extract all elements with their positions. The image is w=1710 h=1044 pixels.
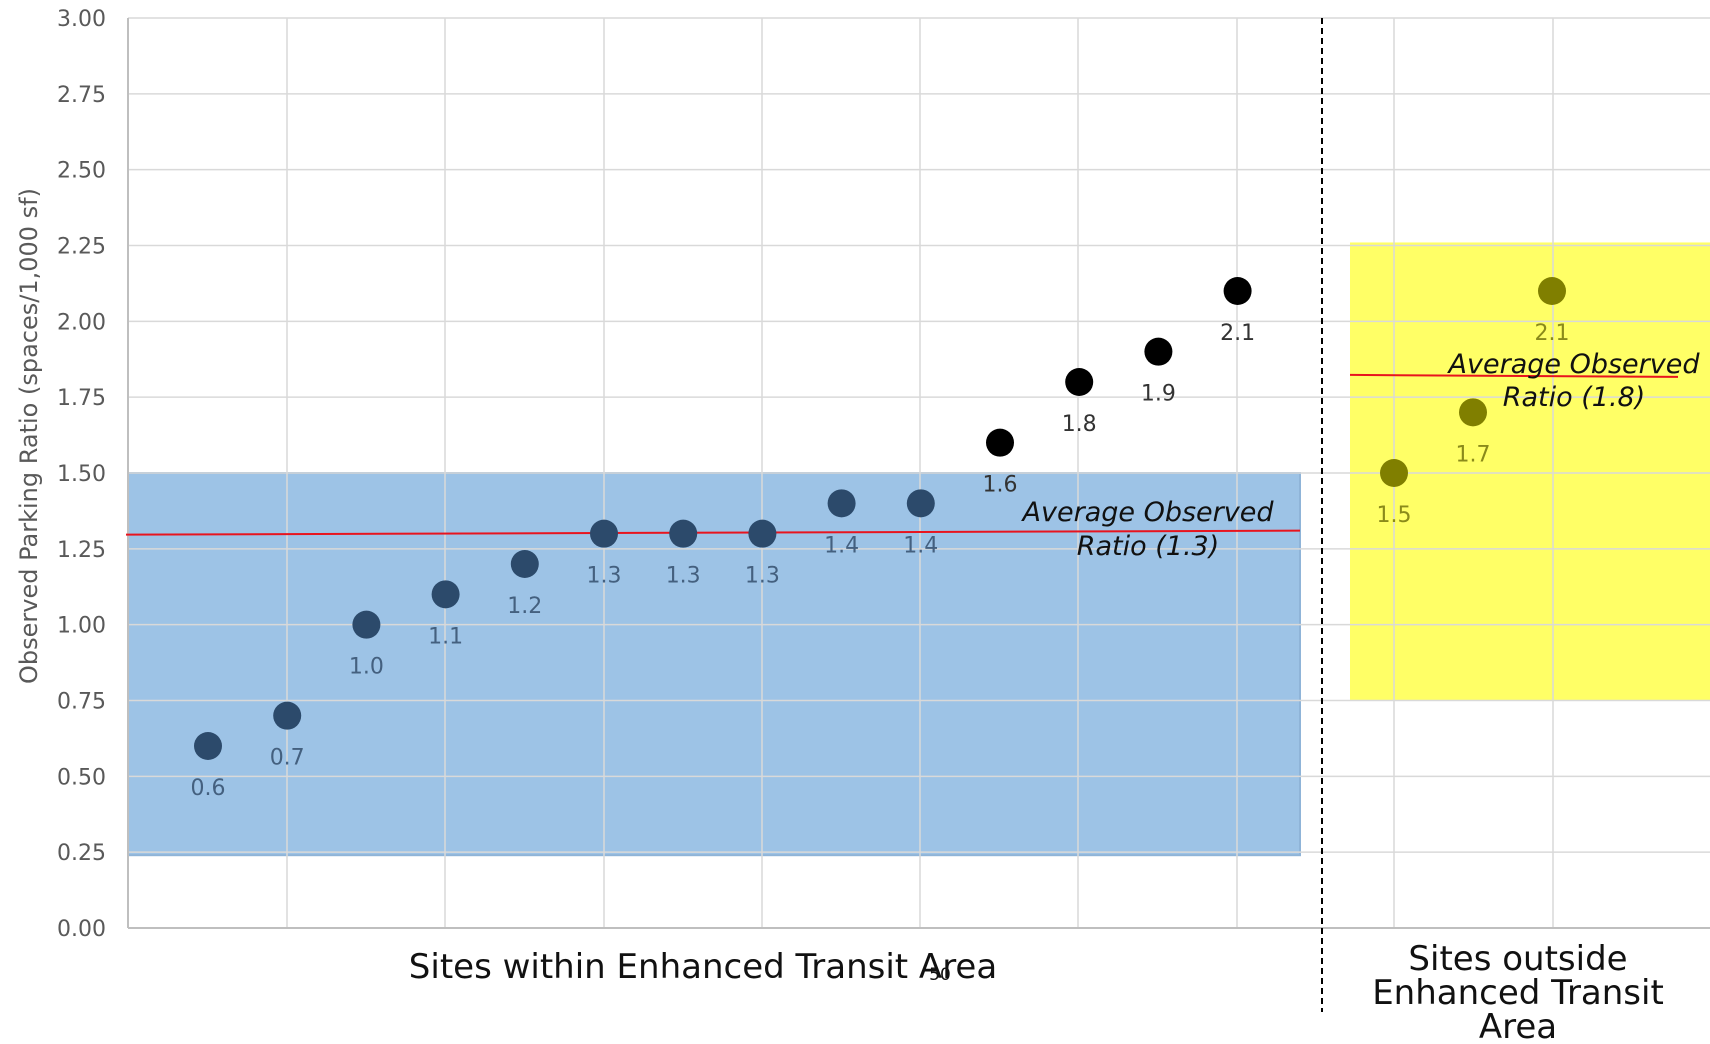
data-point (1538, 277, 1566, 305)
axes (127, 18, 1710, 1012)
data-label: 0.6 (191, 776, 226, 801)
data-points (194, 277, 1566, 760)
category-label-transit: Sites within Enhanced Transit Area (409, 947, 997, 987)
average-line (125, 529, 1301, 536)
data-point (273, 701, 302, 730)
average-line (1349, 373, 1679, 378)
data-label: 1.2 (507, 594, 542, 619)
gridlines (128, 17, 1710, 929)
category-labels: Sites within Enhanced Transit Area Sites … (409, 939, 1664, 1044)
data-point (352, 610, 381, 639)
data-point (1223, 277, 1252, 305)
average-label-line1: Average Observed (1021, 497, 1275, 528)
data-label: 0.7 (270, 746, 305, 771)
category-label-outside-line: Sites outside (1408, 939, 1627, 979)
data-label: 1.1 (428, 624, 463, 649)
data-label: 1.5 (1377, 503, 1412, 528)
data-point (669, 519, 698, 548)
data-label: 1.3 (745, 564, 780, 589)
y-tick-label: 2.75 (57, 83, 106, 108)
data-point (510, 550, 539, 578)
y-tick-labels: 0.00 0.25 0.50 0.75 1.00 1.25 1.50 1.75 2.00 2.25… (57, 7, 106, 942)
data-point (827, 489, 856, 518)
category-label-outside-line: Area (1479, 1007, 1557, 1044)
y-tick-label: 1.75 (57, 386, 106, 411)
data-label: 2.1 (1535, 321, 1570, 346)
data-label: 1.0 (349, 655, 384, 680)
transit-area-band (127, 472, 1301, 857)
data-label: 1.3 (587, 564, 622, 589)
data-label: 1.6 (983, 473, 1018, 498)
y-axis-label: Observed Parking Ratio (spaces/1,000 sf) (15, 188, 43, 684)
y-tick-label: 1.00 (57, 614, 106, 639)
y-tick-label: 0.25 (57, 841, 106, 866)
data-point (748, 519, 777, 548)
data-point (1065, 368, 1094, 396)
average-lines (125, 373, 1679, 536)
data-label: 1.7 (1456, 442, 1491, 467)
y-tick-label: 0.50 (57, 765, 106, 790)
category-label-outside-line: Enhanced Transit (1372, 973, 1664, 1013)
y-tick-label: 0.00 (57, 917, 106, 942)
data-point (1459, 398, 1487, 427)
data-label: 1.3 (666, 564, 701, 589)
y-tick-label: 2.00 (57, 310, 106, 335)
data-point (1380, 459, 1408, 487)
data-point (431, 580, 460, 609)
average-label-line2: Ratio (1.8) (1503, 382, 1646, 413)
average-label-line2: Ratio (1.3) (1077, 531, 1220, 562)
data-label: 1.9 (1141, 382, 1176, 407)
data-point (590, 519, 618, 548)
data-point (1144, 337, 1173, 366)
data-point (194, 732, 222, 760)
average-label-line1: Average Observed (1447, 349, 1701, 380)
y-tick-label: 2.50 (57, 159, 106, 184)
page-number: 50 (929, 965, 951, 985)
data-point (986, 428, 1014, 457)
y-tick-label: 1.50 (57, 462, 106, 487)
data-label: 1.4 (824, 533, 859, 558)
y-tick-label: 3.00 (57, 7, 106, 32)
data-point (906, 489, 935, 518)
data-label: 2.1 (1220, 321, 1255, 346)
y-tick-label: 0.75 (57, 690, 106, 715)
data-labels: 0.6 0.7 1.0 1.1 1.2 1.3 1.3 1.3 1.4 1.4 1.6 1.8 1.9 2… (191, 321, 1570, 801)
y-tick-label: 2.25 (57, 235, 106, 260)
data-label: 1.8 (1062, 412, 1097, 437)
data-label: 1.4 (903, 533, 938, 558)
y-tick-label: 1.25 (57, 538, 106, 563)
